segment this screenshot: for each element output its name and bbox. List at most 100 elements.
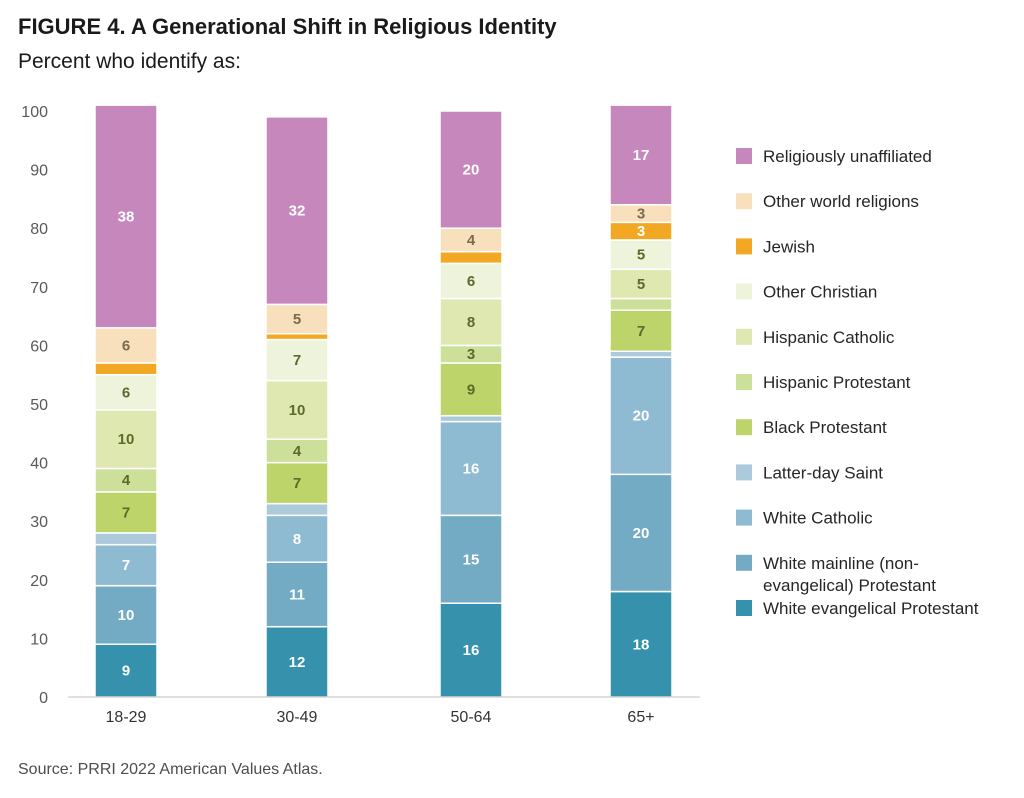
bar-value-label: 9 [122,663,130,680]
y-tick-label: 40 [30,456,48,473]
legend-label: evangelical) Protestant [763,576,936,595]
x-category-label: 50-64 [451,709,492,726]
bar-segment [609,350,673,358]
bar-value-label: 15 [463,551,480,568]
x-category-label: 18-29 [106,709,147,726]
bar-value-label: 6 [467,273,475,290]
bar-segment [94,532,158,546]
legend-item: Jewish [736,237,815,256]
y-tick-label: 60 [30,338,48,355]
bar-value-label: 3 [467,346,475,363]
legend-label: Hispanic Catholic [763,328,895,347]
y-tick-label: 30 [30,514,48,531]
bar-segment [439,110,503,229]
bar-value-label: 11 [289,586,305,603]
y-tick-label: 0 [39,690,48,707]
legend-label: Other Christian [763,283,877,302]
bar-segment [265,303,329,335]
bar-segment [439,514,503,604]
legend-swatch [736,464,752,481]
bar-value-label: 20 [463,162,480,179]
legend-label: Hispanic Protestant [763,373,911,392]
legend-item: White mainline (non-evangelical) Protest… [736,554,936,595]
legend-swatch [736,193,752,210]
bar-value-label: 6 [122,384,130,401]
bar-segment [609,309,673,353]
bar-segment [439,362,503,417]
bar-segment [609,104,673,206]
bar-value-label: 5 [637,247,645,264]
bar-value-label: 3 [637,206,645,223]
bar-stack: 9 10 7 7 4 10 6 6 38 [94,104,158,698]
legend-item: White evangelical Protestant [736,599,979,618]
bar-segment [265,379,329,440]
y-tick-label: 80 [30,221,48,238]
bar-segment [94,362,158,376]
bar-segment [265,116,329,306]
bar-value-label: 10 [118,607,135,624]
bars: 9107741066381211874107532161516938642018… [94,104,673,698]
legend-swatch [736,600,752,616]
legend-label: Black Protestant [763,418,887,437]
legend-label: Jewish [763,237,815,256]
bar-value-label: 7 [293,352,301,369]
y-tick-label: 100 [21,104,48,121]
source-note: Source: PRRI 2022 American Values Atlas. [18,761,323,778]
bar-value-label: 3 [637,223,645,240]
bar-value-label: 5 [293,311,301,328]
legend-label: Religiously unaffiliated [763,147,932,166]
bar-value-label: 5 [637,276,645,293]
y-tick-label: 50 [30,397,48,414]
bar-segment [265,338,329,382]
bar-segment [94,543,158,587]
bar-segment [94,104,158,329]
bar-stack: 12 11 8 7 4 10 7 5 32 [265,116,329,698]
bar-value-label: 18 [633,636,650,653]
bar-segment [265,514,329,563]
bar-value-label: 10 [118,431,135,448]
legend-label: White mainline (non- [763,554,919,573]
chart-title: FIGURE 4. A Generational Shift in Religi… [18,14,557,39]
bar-value-label: 20 [633,408,650,425]
bar-value-label: 16 [463,460,480,477]
legend-swatch [736,374,752,390]
bar-value-label: 20 [633,525,650,542]
bar-value-label: 10 [289,402,306,419]
bar-value-label: 6 [122,337,130,354]
y-tick-label: 90 [30,163,48,180]
bar-stack: 18 20 20 7 5 5 33 17 [609,104,673,698]
bar-segment [265,332,329,341]
legend-label: Other world religions [763,192,919,211]
bar-value-label: 4 [122,472,131,489]
bar-segment [439,250,503,265]
bar-segment [439,414,503,423]
bar-value-label: 4 [467,232,476,249]
legend-item: Hispanic Catholic [736,328,895,347]
legend-swatch [736,419,752,436]
bar-segment [265,625,329,698]
legend-swatch [736,328,752,345]
bar-segment [265,461,329,505]
bar-segment [94,327,158,364]
legend-label: Latter-day Saint [763,463,883,482]
bar-stack: 16 15 16 9 3 8 6 4 20 [439,110,503,698]
bar-segment [609,590,673,698]
legend-label: White evangelical Protestant [763,599,979,618]
bar-segment [439,297,503,347]
y-tick-label: 70 [30,280,48,297]
x-axis-categories: 18-29 30-49 50-64 65+ [106,709,655,726]
bar-value-label: 38 [118,208,135,225]
bar-value-label: 16 [463,642,480,659]
legend-swatch [736,283,752,300]
bar-value-label: 7 [637,323,645,340]
legend-item: Other world religions [736,192,919,211]
bar-value-label: 8 [467,314,475,331]
legend-swatch [736,509,752,526]
bar-value-label: 32 [289,203,306,220]
legend-item: Latter-day Saint [736,463,883,482]
legend-swatch [736,554,752,571]
bar-value-label: 7 [293,475,301,492]
bar-value-label: 7 [122,557,130,574]
legend-item: Hispanic Protestant [736,373,911,392]
